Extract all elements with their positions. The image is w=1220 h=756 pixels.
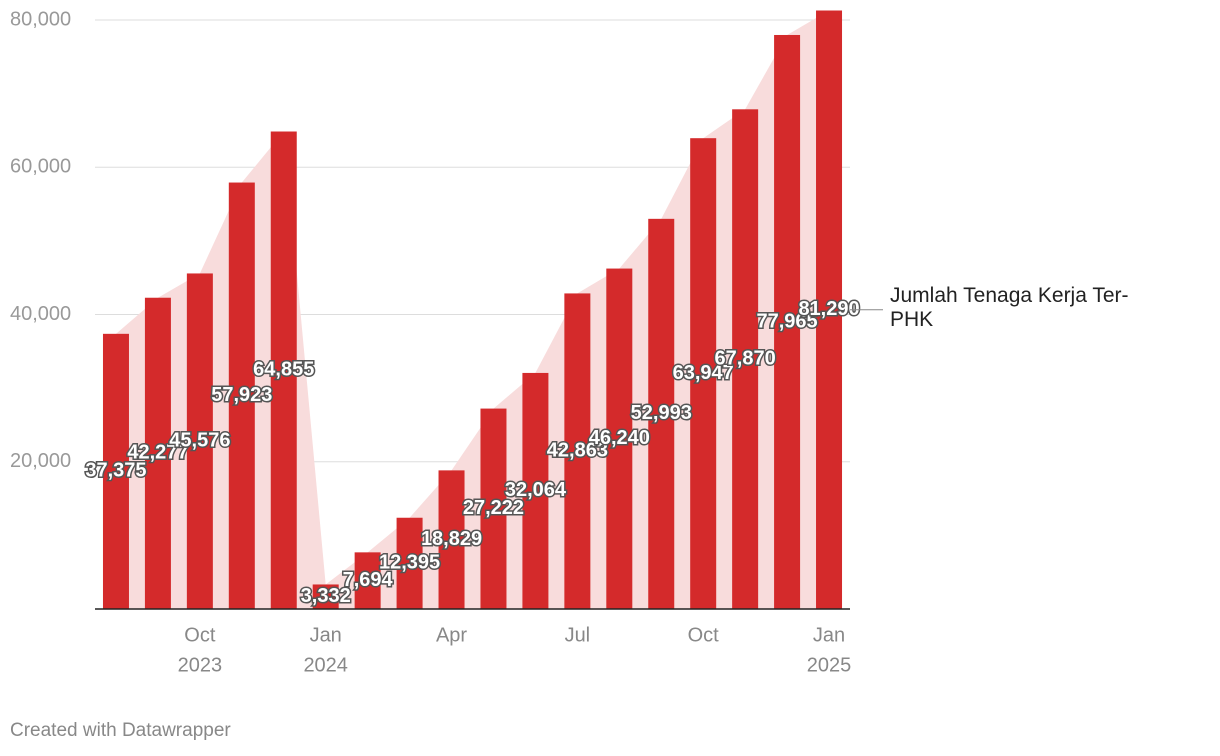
bar bbox=[312, 584, 339, 609]
value-label: 7,694 bbox=[343, 569, 394, 591]
value-label: 42,277 bbox=[127, 442, 188, 464]
bar bbox=[522, 372, 549, 609]
value-label: 77,965 bbox=[756, 310, 817, 332]
value-label: 12,395 bbox=[379, 552, 440, 574]
x-tick-label: Oct bbox=[688, 624, 720, 646]
value-label: 57,923 bbox=[211, 384, 272, 406]
bar bbox=[144, 297, 171, 609]
value-label: 52,993 bbox=[631, 402, 692, 424]
series-label: Jumlah Tenaga Kerja Ter-PHK bbox=[890, 284, 1129, 331]
area bbox=[115, 10, 830, 609]
y-tick-label: 40,000 bbox=[10, 303, 71, 325]
value-label: 64,855 bbox=[253, 359, 314, 381]
value-label: 67,870 bbox=[715, 347, 776, 369]
x-tick-year: 2023 bbox=[178, 654, 223, 676]
bar bbox=[648, 218, 675, 609]
footer: Created with Datawrapper bbox=[10, 720, 231, 741]
bar bbox=[270, 131, 297, 609]
y-tick-label: 20,000 bbox=[10, 450, 71, 472]
value-label: 45,576 bbox=[169, 430, 230, 452]
bar bbox=[396, 517, 423, 609]
bar bbox=[564, 293, 591, 609]
bar bbox=[102, 333, 129, 609]
value-label: 18,829 bbox=[421, 528, 482, 550]
x-tick-year: 2025 bbox=[807, 654, 852, 676]
x-tick-label: Apr bbox=[436, 624, 467, 646]
bar bbox=[438, 470, 465, 609]
x-tick-label: Jan bbox=[813, 624, 845, 646]
x-tick-label: Oct bbox=[184, 624, 216, 646]
value-label: 27,222 bbox=[463, 497, 524, 519]
bar bbox=[816, 10, 843, 609]
value-label: 81,290 bbox=[798, 298, 859, 320]
y-tick-label: 80,000 bbox=[10, 8, 71, 30]
x-tick-year: 2024 bbox=[303, 654, 348, 676]
x-tick-label: Jan bbox=[310, 624, 342, 646]
value-label: 32,064 bbox=[505, 479, 567, 501]
value-label: 3,332 bbox=[301, 585, 351, 607]
bar bbox=[228, 182, 255, 609]
value-label: 63,947 bbox=[673, 362, 734, 384]
bar bbox=[354, 552, 381, 609]
y-tick-label: 60,000 bbox=[10, 156, 71, 178]
value-label: 42,863 bbox=[547, 439, 608, 461]
bar bbox=[606, 268, 633, 609]
value-label: 46,240 bbox=[589, 427, 650, 449]
value-label: 37,375 bbox=[85, 460, 146, 482]
bar bbox=[690, 138, 717, 609]
bar bbox=[186, 273, 213, 609]
bar bbox=[732, 109, 759, 609]
bar bbox=[774, 34, 801, 610]
bar bbox=[480, 408, 507, 609]
x-tick-label: Jul bbox=[565, 624, 591, 646]
